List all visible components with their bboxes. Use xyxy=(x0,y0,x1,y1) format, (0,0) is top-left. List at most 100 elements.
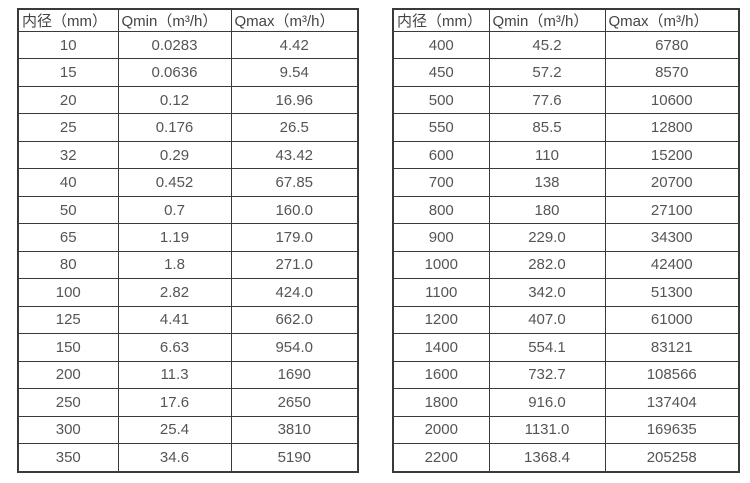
table-cell: 662.0 xyxy=(230,305,359,335)
table-row: 500 77.6 10600 xyxy=(392,85,740,115)
table-cell: 15 xyxy=(17,58,119,87)
table-row: 1400 554.1 83121 xyxy=(392,333,740,362)
table-cell: 300 xyxy=(17,415,119,445)
flow-spec-table-small-diameters: 内径（mm） Qmin（m³/h） Qmax（m³/h） 10 0.0283 4.42 1… xyxy=(17,8,359,473)
table-cell: 110 xyxy=(488,140,606,170)
table-cell: 450 xyxy=(392,58,490,87)
table-cell: 83121 xyxy=(604,333,740,362)
table-row: 40 0.452 67.85 xyxy=(17,168,359,197)
table-row: 15 0.0636 9.54 xyxy=(17,58,359,87)
table-cell: 100 xyxy=(17,278,119,307)
table-row: 50 0.7 160.0 xyxy=(17,195,359,225)
table-cell: 51300 xyxy=(604,278,740,307)
table-cell: 77.6 xyxy=(488,85,606,115)
table-cell: 1100 xyxy=(392,278,490,307)
table-cell: 0.7 xyxy=(117,195,232,225)
table-row: 10 0.0283 4.42 xyxy=(17,30,359,60)
table-row: 300 25.4 3810 xyxy=(17,415,359,445)
table-cell: 229.0 xyxy=(488,223,606,252)
table-cell: 61000 xyxy=(604,305,740,335)
table-row: 1800 916.0 137404 xyxy=(392,388,740,417)
table-row: 100 2.82 424.0 xyxy=(17,278,359,307)
table-cell: 200 xyxy=(17,360,119,390)
table-cell: 6780 xyxy=(604,30,740,60)
table-row: 65 1.19 179.0 xyxy=(17,223,359,252)
table-row: 25 0.176 26.5 xyxy=(17,113,359,142)
column-header: Qmin（m³/h） xyxy=(117,8,232,32)
table-cell: 20 xyxy=(17,85,119,115)
column-header: Qmin（m³/h） xyxy=(488,8,606,32)
table-cell: 20700 xyxy=(604,168,740,197)
table-cell: 1400 xyxy=(392,333,490,362)
table-cell: 40 xyxy=(17,168,119,197)
table-cell: 2.82 xyxy=(117,278,232,307)
table-cell: 27100 xyxy=(604,195,740,225)
table-cell: 150 xyxy=(17,333,119,362)
table-row: 600 110 15200 xyxy=(392,140,740,170)
table-cell: 1131.0 xyxy=(488,415,606,445)
table-cell: 282.0 xyxy=(488,250,606,280)
table-cell: 180 xyxy=(488,195,606,225)
table-cell: 16.96 xyxy=(230,85,359,115)
table-cell: 0.0636 xyxy=(117,58,232,87)
table-cell: 554.1 xyxy=(488,333,606,362)
table-cell: 10 xyxy=(17,30,119,60)
table-cell: 2200 xyxy=(392,443,490,473)
table-cell: 3810 xyxy=(230,415,359,445)
table-cell: 1000 xyxy=(392,250,490,280)
table-cell: 43.42 xyxy=(230,140,359,170)
table-row: 80 1.8 271.0 xyxy=(17,250,359,280)
table-cell: 34300 xyxy=(604,223,740,252)
table-cell: 169635 xyxy=(604,415,740,445)
table-cell: 205258 xyxy=(604,443,740,473)
table-cell: 25.4 xyxy=(117,415,232,445)
table-row: 1600 732.7 108566 xyxy=(392,360,740,390)
table-cell: 179.0 xyxy=(230,223,359,252)
table-cell: 342.0 xyxy=(488,278,606,307)
table-cell: 50 xyxy=(17,195,119,225)
column-header: 内径（mm） xyxy=(17,8,119,32)
table-cell: 2650 xyxy=(230,388,359,417)
table-cell: 1600 xyxy=(392,360,490,390)
table-cell: 400 xyxy=(392,30,490,60)
table-cell: 8570 xyxy=(604,58,740,87)
table-cell: 11.3 xyxy=(117,360,232,390)
table-cell: 0.29 xyxy=(117,140,232,170)
table-row: 700 138 20700 xyxy=(392,168,740,197)
table-row: 200 11.3 1690 xyxy=(17,360,359,390)
table-cell: 9.54 xyxy=(230,58,359,87)
table-cell: 0.176 xyxy=(117,113,232,142)
table-row: 125 4.41 662.0 xyxy=(17,305,359,335)
table-cell: 80 xyxy=(17,250,119,280)
table-cell: 34.6 xyxy=(117,443,232,473)
table-cell: 67.85 xyxy=(230,168,359,197)
table-cell: 800 xyxy=(392,195,490,225)
table-row: 800 180 27100 xyxy=(392,195,740,225)
table-cell: 138 xyxy=(488,168,606,197)
header-row: 内径（mm） Qmin（m³/h） Qmax（m³/h） xyxy=(392,8,740,32)
table-cell: 85.5 xyxy=(488,113,606,142)
table-cell: 4.41 xyxy=(117,305,232,335)
table-cell: 2000 xyxy=(392,415,490,445)
table-row: 450 57.2 8570 xyxy=(392,58,740,87)
table-cell: 407.0 xyxy=(488,305,606,335)
table-cell: 600 xyxy=(392,140,490,170)
table-row: 2200 1368.4 205258 xyxy=(392,443,740,473)
table-row: 20 0.12 16.96 xyxy=(17,85,359,115)
table-cell: 1.19 xyxy=(117,223,232,252)
table-cell: 0.0283 xyxy=(117,30,232,60)
table-body: 10 0.0283 4.42 15 0.0636 9.54 20 0.12 16.96 25 0.1… xyxy=(17,30,359,473)
table-cell: 271.0 xyxy=(230,250,359,280)
table-row: 350 34.6 5190 xyxy=(17,443,359,473)
table-cell: 500 xyxy=(392,85,490,115)
table-cell: 350 xyxy=(17,443,119,473)
table-row: 250 17.6 2650 xyxy=(17,388,359,417)
table-row: 1200 407.0 61000 xyxy=(392,305,740,335)
table-cell: 1200 xyxy=(392,305,490,335)
column-header: Qmax（m³/h） xyxy=(604,8,740,32)
table-cell: 57.2 xyxy=(488,58,606,87)
table-cell: 900 xyxy=(392,223,490,252)
table-cell: 1.8 xyxy=(117,250,232,280)
table-cell: 160.0 xyxy=(230,195,359,225)
